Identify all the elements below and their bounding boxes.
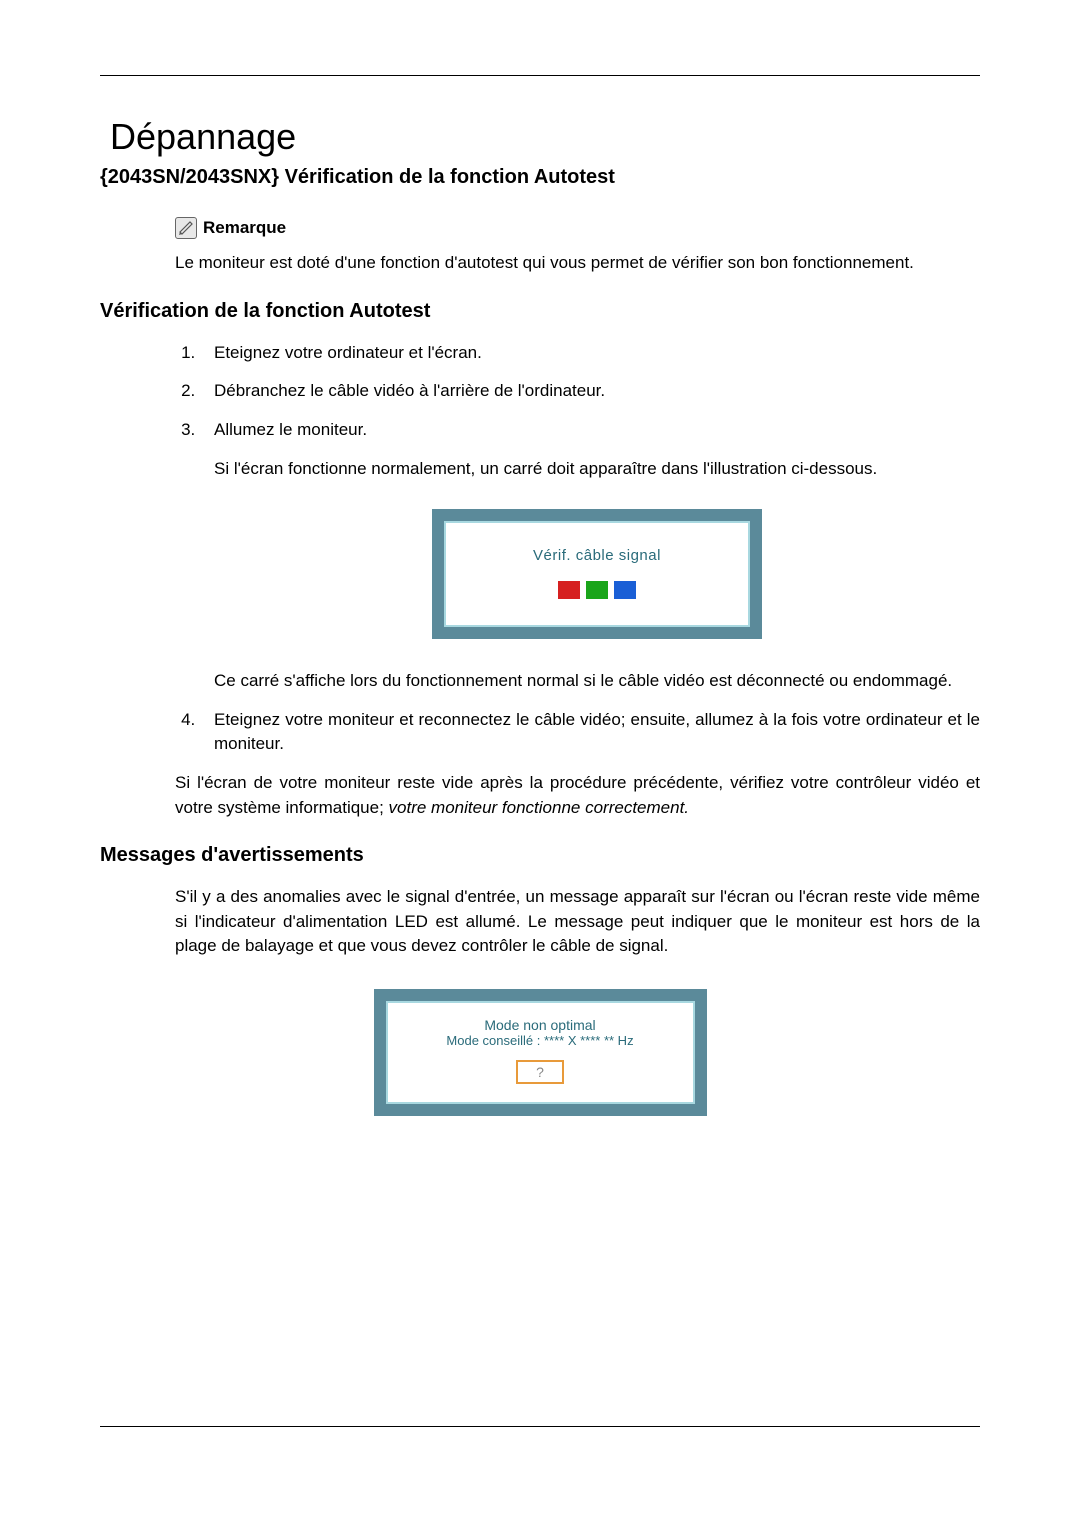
note-icon	[175, 217, 197, 239]
monitor-selftest-screen: Vérif. câble signal	[444, 521, 750, 627]
rgb-squares	[456, 581, 738, 599]
note-text: Le moniteur est doté d'une fonction d'au…	[175, 251, 980, 276]
warning-line2: Mode conseillé : **** X **** ** Hz	[398, 1033, 683, 1048]
question-mark-box: ?	[516, 1060, 564, 1084]
step-3-after: Ce carré s'affiche lors du fonctionnemen…	[214, 669, 980, 694]
bottom-rule	[100, 1426, 980, 1427]
document-page: Dépannage {2043SN/2043SNX} Vérification …	[0, 0, 1080, 1527]
monitor-selftest-text: Vérif. câble signal	[456, 545, 738, 567]
post-steps-italic: votre moniteur fonctionne correctement.	[389, 798, 689, 817]
page-title: Dépannage	[110, 116, 980, 158]
steps-list: Eteignez votre ordinateur et l'écran. Dé…	[175, 341, 980, 757]
section2-heading: Messages d'avertissements	[100, 844, 980, 867]
step-4-text: Eteignez votre moniteur et reconnectez l…	[214, 710, 980, 754]
step-1-text: Eteignez votre ordinateur et l'écran.	[214, 343, 482, 362]
green-square	[586, 581, 608, 599]
page-subtitle: {2043SN/2043SNX} Vérification de la fonc…	[100, 166, 980, 189]
note-row: Remarque	[175, 217, 980, 239]
list-item: Allumez le moniteur. Si l'écran fonction…	[200, 418, 980, 694]
monitor-selftest-box: Vérif. câble signal	[432, 509, 762, 639]
note-label: Remarque	[203, 218, 286, 238]
list-item: Eteignez votre ordinateur et l'écran.	[200, 341, 980, 366]
step-2-text: Débranchez le câble vidéo à l'arrière de…	[214, 381, 605, 400]
step-3-extra: Si l'écran fonctionne normalement, un ca…	[214, 457, 980, 482]
monitor-warning-screen: Mode non optimal Mode conseillé : **** X…	[386, 1001, 695, 1104]
monitor-warning-box: Mode non optimal Mode conseillé : **** X…	[374, 989, 707, 1116]
top-rule	[100, 75, 980, 76]
red-square	[558, 581, 580, 599]
list-item: Débranchez le câble vidéo à l'arrière de…	[200, 379, 980, 404]
step-3-text: Allumez le moniteur.	[214, 420, 367, 439]
warning-line1: Mode non optimal	[398, 1017, 683, 1033]
blue-square	[614, 581, 636, 599]
post-steps-paragraph: Si l'écran de votre moniteur reste vide …	[175, 771, 980, 820]
section1-heading: Vérification de la fonction Autotest	[100, 300, 980, 323]
section2-text: S'il y a des anomalies avec le signal d'…	[175, 885, 980, 959]
list-item: Eteignez votre moniteur et reconnectez l…	[200, 708, 980, 757]
